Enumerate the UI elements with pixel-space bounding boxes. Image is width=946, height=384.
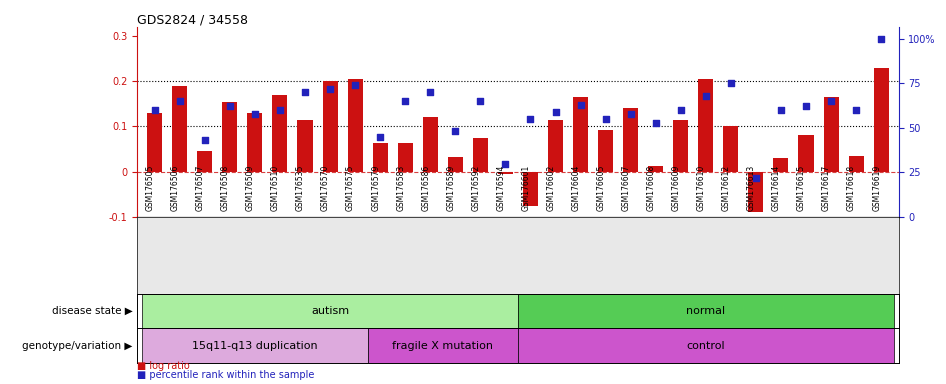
Point: [849, 107, 864, 113]
Text: fragile X mutation: fragile X mutation: [393, 341, 493, 351]
Point: [172, 98, 187, 104]
Point: [498, 161, 513, 167]
Bar: [573, 97, 588, 172]
Point: [698, 93, 713, 99]
Point: [222, 103, 237, 109]
Bar: [447, 157, 463, 172]
Point: [748, 175, 763, 181]
Point: [397, 98, 412, 104]
Bar: [368, 328, 517, 363]
Bar: [148, 113, 162, 172]
Bar: [698, 79, 713, 172]
Point: [724, 80, 739, 86]
Point: [598, 116, 613, 122]
Bar: [774, 158, 788, 172]
Point: [423, 89, 438, 95]
Bar: [598, 130, 613, 172]
Text: genotype/variation ▶: genotype/variation ▶: [22, 341, 132, 351]
Bar: [142, 294, 517, 328]
Text: ■ percentile rank within the sample: ■ percentile rank within the sample: [137, 370, 314, 380]
Point: [197, 137, 212, 143]
Point: [347, 82, 362, 88]
Bar: [172, 86, 187, 172]
Point: [148, 107, 163, 113]
Point: [824, 98, 839, 104]
Point: [798, 103, 814, 109]
Point: [573, 102, 588, 108]
Text: ■ log ratio: ■ log ratio: [137, 361, 190, 371]
Point: [247, 111, 262, 117]
Point: [272, 107, 288, 113]
Bar: [548, 120, 563, 172]
Bar: [373, 143, 388, 172]
Bar: [518, 294, 894, 328]
Bar: [874, 68, 888, 172]
Bar: [824, 97, 838, 172]
Bar: [849, 156, 864, 172]
Point: [623, 111, 639, 117]
Bar: [423, 118, 438, 172]
Bar: [623, 108, 639, 172]
Point: [323, 86, 338, 92]
Bar: [798, 136, 814, 172]
Bar: [142, 328, 368, 363]
Point: [548, 109, 563, 115]
Bar: [198, 151, 212, 172]
Text: disease state ▶: disease state ▶: [52, 306, 132, 316]
Bar: [674, 120, 689, 172]
Point: [648, 119, 663, 126]
Text: autism: autism: [311, 306, 349, 316]
Bar: [272, 95, 288, 172]
Bar: [397, 143, 412, 172]
Text: GDS2824 / 34558: GDS2824 / 34558: [137, 14, 248, 27]
Point: [373, 134, 388, 140]
Point: [297, 89, 312, 95]
Point: [473, 98, 488, 104]
Bar: [724, 126, 739, 172]
Bar: [473, 138, 488, 172]
Bar: [748, 172, 763, 212]
Bar: [523, 172, 538, 206]
Point: [674, 107, 689, 113]
Text: 15q11-q13 duplication: 15q11-q13 duplication: [192, 341, 318, 351]
Point: [774, 107, 789, 113]
Bar: [297, 120, 312, 172]
Bar: [222, 101, 237, 172]
Text: normal: normal: [686, 306, 726, 316]
Point: [523, 116, 538, 122]
Bar: [248, 113, 262, 172]
Bar: [323, 81, 338, 172]
Bar: [498, 172, 513, 174]
Bar: [648, 166, 663, 172]
Bar: [518, 328, 894, 363]
Point: [873, 36, 888, 42]
Text: control: control: [687, 341, 726, 351]
Point: [447, 128, 463, 134]
Bar: [347, 79, 362, 172]
